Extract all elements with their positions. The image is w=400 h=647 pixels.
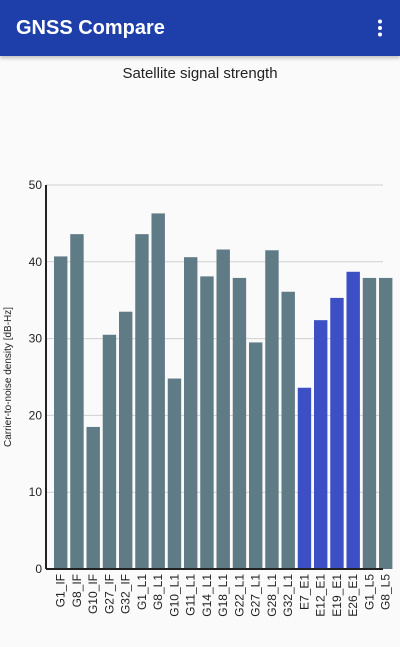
y-tick-label: 20 — [29, 408, 43, 422]
y-tick-label: 0 — [35, 562, 42, 576]
bar-g1-l5 — [362, 277, 377, 569]
overflow-menu-button[interactable] — [364, 8, 396, 48]
bar-g18-l1 — [216, 249, 230, 569]
app-title: GNSS Compare — [16, 16, 165, 39]
y-tick-label: 30 — [29, 332, 43, 346]
chart-title: Satellite signal strength — [122, 65, 277, 82]
bar-g10-l1 — [167, 378, 182, 569]
x-tick-label: G32_L1 — [281, 574, 295, 617]
x-tick-label: G28_L1 — [265, 574, 279, 617]
x-tick-label: G32_IF — [119, 574, 133, 614]
x-tick-label: G14_L1 — [200, 574, 214, 617]
bar-g11-l1 — [184, 257, 198, 569]
bar-g27-if — [102, 334, 117, 569]
bar-g32-if — [119, 311, 133, 569]
bar-g27-l1 — [249, 342, 263, 569]
x-tick-label: E12_E1 — [314, 574, 328, 617]
bar-g32-l1 — [281, 291, 295, 569]
bar-g8-if — [70, 234, 84, 570]
bar-g1-if — [54, 256, 68, 569]
bar-e12-e1 — [314, 320, 328, 569]
x-tick-label: G18_L1 — [216, 574, 230, 617]
bar-g14-l1 — [200, 276, 214, 569]
x-tick-label: G8_L5 — [379, 574, 393, 610]
x-tick-label: E7_E1 — [297, 574, 311, 610]
x-tick-label: G10_L1 — [167, 574, 181, 617]
x-tick-label: E26_E1 — [346, 574, 360, 617]
app-bar: GNSS Compare — [0, 0, 400, 56]
bar-g8-l5 — [379, 277, 393, 569]
bar-g10-if — [86, 426, 100, 569]
y-axis-label: Carrier-to-noise density [dB-Hz] — [3, 307, 14, 447]
x-tick-label: E19_E1 — [330, 574, 344, 617]
x-tick-label: G27_L1 — [249, 574, 263, 617]
x-tick-label: G1_IF — [54, 574, 68, 607]
x-tick-label: G8_IF — [70, 574, 84, 607]
x-tick-label: G8_L1 — [151, 574, 165, 610]
x-tick-label: G10_IF — [86, 574, 100, 614]
x-tick-label: G1_L1 — [135, 574, 149, 610]
bar-g1-l1 — [135, 234, 149, 570]
y-tick-label: 40 — [29, 255, 43, 269]
y-tick-label: 10 — [29, 485, 43, 499]
bar-g28-l1 — [265, 250, 279, 569]
bar-e26-e1 — [346, 271, 360, 569]
chart-area: Satellite signal strength 0 10 20 30 40 50 Carr… — [0, 56, 400, 642]
y-tick-label: 50 — [29, 178, 43, 192]
x-tick-label: G1_L5 — [362, 574, 376, 610]
more-vert-icon — [378, 19, 382, 37]
bar-e19-e1 — [330, 297, 344, 569]
signal-strength-chart: Satellite signal strength 0 10 20 30 40 50 Carr… — [3, 65, 393, 617]
x-tick-label: G22_L1 — [232, 574, 246, 617]
bar-e7-e1 — [297, 387, 312, 569]
x-tick-label: G27_IF — [102, 574, 116, 614]
x-tick-label: G11_L1 — [184, 574, 198, 616]
bar-g22-l1 — [232, 277, 247, 569]
bar-g8-l1 — [151, 213, 165, 569]
